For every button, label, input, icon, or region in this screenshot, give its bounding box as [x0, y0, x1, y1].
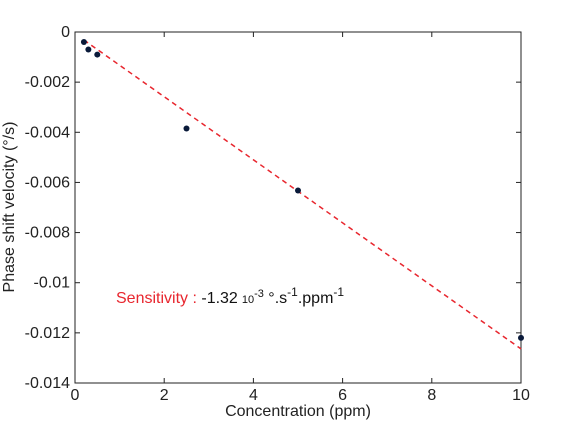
sensitivity-exp-power: -3	[254, 288, 264, 300]
x-tick-label: 2	[160, 387, 169, 404]
x-tick-label: 4	[249, 387, 258, 404]
sensitivity-value: -1.32	[201, 290, 238, 307]
data-points-layer	[80, 39, 524, 341]
sensitivity-unit-b-power: -1	[333, 285, 344, 299]
data-point	[183, 125, 190, 132]
plot-area	[74, 31, 522, 384]
data-point	[85, 46, 92, 53]
sensitivity-unit-a: °.s	[264, 290, 287, 307]
y-tick-label: -0.002	[25, 74, 70, 91]
y-tick-label: -0.012	[25, 325, 70, 342]
axis-ticks-layer: 0 2 4 6 8 10 0 -0.002 -0.004 -0.006 -0.008 -0.01 -0.…	[25, 24, 530, 404]
sensitivity-label: Sensitivity :	[116, 290, 201, 307]
data-point	[518, 334, 524, 341]
y-tick-label: -0.006	[25, 174, 70, 191]
sensitivity-unit-b: .ppm	[298, 290, 334, 307]
y-axis-label: Phase shift velocity (°/s)	[1, 122, 18, 293]
x-tick-label: 6	[338, 387, 347, 404]
y-tick-label: -0.004	[25, 124, 70, 141]
data-point	[94, 51, 101, 58]
x-tick-label: 0	[71, 387, 80, 404]
x-axis-label: Concentration (ppm)	[225, 403, 371, 420]
y-tick-label: -0.014	[25, 375, 70, 392]
sensitivity-unit-a-power: -1	[287, 285, 298, 299]
y-tick-label: 0	[61, 24, 70, 41]
data-point	[295, 187, 301, 194]
sensitivity-annotation: Sensitivity : -1.32 10-3 °.s-1.ppm-1	[116, 285, 344, 307]
data-point	[80, 39, 87, 46]
y-tick-label: -0.008	[25, 225, 70, 242]
x-tick-label: 10	[512, 387, 530, 404]
y-tick-label: -0.01	[34, 275, 71, 292]
sensitivity-exp-base: 10	[242, 294, 254, 306]
x-tick-label: 8	[427, 387, 436, 404]
